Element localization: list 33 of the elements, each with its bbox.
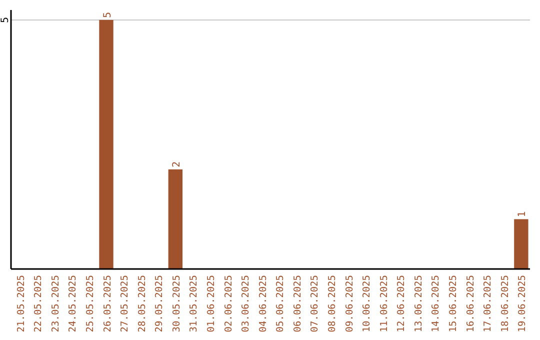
x-tick-label: 25.05.2025 [84, 275, 96, 332]
x-tick-label: 18.06.2025 [500, 275, 511, 332]
x-tick-label: 04.06.2025 [258, 275, 269, 332]
x-tick-label: 16.06.2025 [465, 275, 476, 332]
data-label: 5 [102, 12, 114, 18]
x-tick-label: 14.06.2025 [430, 275, 442, 332]
x-tick-label: 31.05.2025 [188, 275, 200, 332]
x-tick-label: 27.05.2025 [120, 275, 131, 332]
x-tick-label: 29.05.2025 [154, 275, 166, 332]
x-tick-label: 03.06.2025 [240, 275, 252, 332]
x-tick-label: 06.06.2025 [292, 275, 304, 332]
x-tick-label: 26.05.2025 [102, 275, 114, 332]
x-tick-label: 13.06.2025 [413, 275, 424, 332]
data-label: 2 [171, 161, 182, 168]
x-tick-label: 11.06.2025 [378, 275, 390, 332]
x-tick-label: 10.06.2025 [362, 275, 373, 332]
x-tick-label: 02.06.2025 [223, 275, 234, 332]
x-tick-label: 12.06.2025 [396, 275, 408, 332]
x-tick-label: 23.05.2025 [50, 275, 62, 332]
data-label: 1 [517, 211, 528, 218]
x-tick-label: 05.06.2025 [275, 275, 286, 332]
x-tick-label: 30.05.2025 [171, 275, 182, 332]
x-tick-label: 01.06.2025 [206, 275, 217, 332]
x-tick-label: 07.06.2025 [310, 275, 321, 332]
x-tick-label: 24.05.2025 [68, 275, 79, 332]
x-tick-label: 21.05.2025 [16, 275, 27, 332]
x-tick-label: 28.05.2025 [136, 275, 148, 332]
x-tick-label: 22.05.2025 [33, 275, 44, 332]
x-tick-label: 17.06.2025 [482, 275, 494, 332]
x-tick-label: 09.06.2025 [344, 275, 356, 332]
x-tick-label: 19.06.2025 [517, 275, 528, 332]
x-tick-label: 15.06.2025 [448, 275, 460, 332]
x-tick-label: 08.06.2025 [327, 275, 338, 332]
